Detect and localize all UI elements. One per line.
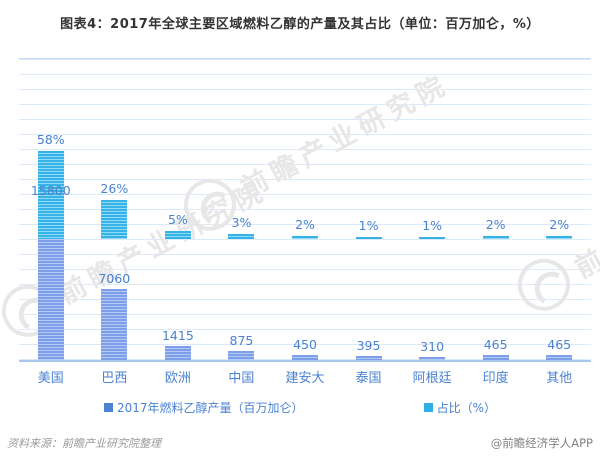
production-value-label: 1415 — [161, 328, 194, 343]
share-bar — [101, 200, 128, 239]
production-value-label: 465 — [483, 337, 508, 352]
share-bar — [164, 231, 191, 239]
share-value-label: 1% — [422, 218, 443, 233]
category-label: 印度 — [482, 371, 509, 386]
legend-item-production: 2017年燃料乙醇产量（百万加仑） — [104, 399, 304, 416]
production-bar — [228, 351, 255, 360]
share-value-label: 5% — [167, 212, 188, 227]
production-bar — [355, 356, 382, 360]
credit-text: @前瞻经济学人APP — [490, 436, 593, 450]
share-value-label: 1% — [358, 218, 379, 233]
production-bar — [101, 289, 128, 360]
production-bar — [482, 355, 509, 360]
legend: 2017年燃料乙醇产量（百万加仑） 占比（%） — [0, 399, 600, 416]
watermark: 前瞻产业研究院 — [174, 56, 458, 240]
category-label: 欧洲 — [164, 371, 191, 386]
production-value-label: 465 — [547, 337, 572, 352]
plot-area: 前瞻产业研究院 前瞻产业研究院 前瞻产业研究院 15800 58% 美国 7060 26… — [0, 56, 600, 386]
qianzhan-logo-icon — [508, 249, 580, 320]
production-legend-marker-icon — [104, 403, 114, 412]
category-label: 中国 — [228, 371, 255, 386]
x-axis-line — [19, 360, 591, 362]
share-bar — [228, 234, 255, 239]
production-value-label: 15800 — [30, 183, 71, 198]
share-bar — [37, 151, 64, 239]
share-bar — [355, 237, 382, 239]
production-value-label: 7060 — [98, 271, 131, 286]
share-legend-label: 占比（%） — [436, 401, 496, 415]
share-value-label: 2% — [295, 217, 315, 232]
share-value-label: 3% — [231, 215, 252, 230]
share-value-label: 26% — [100, 181, 129, 196]
share-bar — [292, 236, 318, 239]
source-text: 资料来源：前瞻产业研究院整理 — [7, 437, 161, 450]
production-value-label: 310 — [420, 339, 445, 354]
share-value-label: 58% — [36, 132, 65, 147]
chart-title: 图表4：2017年全球主要区域燃料乙醇的产量及其占比（单位：百万加仑，%） — [60, 17, 540, 32]
production-bar — [292, 355, 318, 360]
production-bar — [419, 357, 446, 360]
share-bar — [482, 236, 509, 239]
legend-item-share: 占比（%） — [423, 399, 496, 416]
production-legend-label: 2017年燃料乙醇产量（百万加仑） — [117, 401, 304, 415]
category-label: 泰国 — [355, 371, 382, 386]
category-label: 美国 — [37, 371, 64, 386]
category-label: 其他 — [546, 371, 573, 386]
production-value-label: 395 — [356, 338, 381, 353]
category-label: 巴西 — [101, 371, 128, 386]
share-bar — [546, 236, 573, 239]
production-bar — [164, 346, 191, 360]
category-label: 阿根廷 — [412, 371, 452, 386]
category-label: 建安大 — [285, 371, 325, 386]
production-bar — [546, 355, 573, 360]
share-value-label: 2% — [549, 217, 570, 232]
share-value-label: 2% — [485, 217, 506, 232]
share-legend-marker-icon — [423, 403, 433, 412]
production-value-label: 450 — [293, 337, 317, 352]
production-value-label: 875 — [229, 333, 254, 348]
share-bar — [419, 237, 446, 239]
footer: 资料来源：前瞻产业研究院整理 @前瞻经济学人APP — [0, 435, 600, 451]
